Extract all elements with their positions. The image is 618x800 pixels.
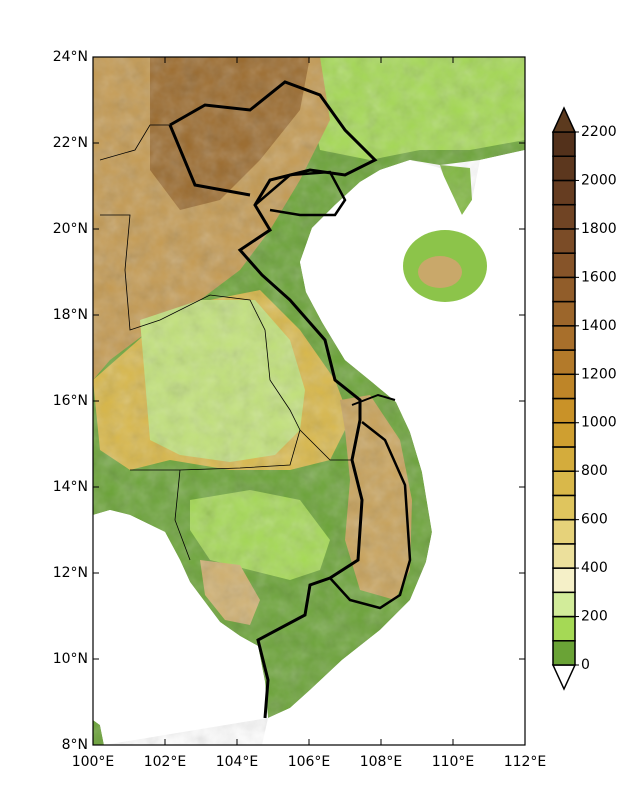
colorbar-under <box>551 664 577 691</box>
colorbar-box <box>552 567 576 594</box>
colorbar-box <box>552 203 576 230</box>
colorbar-box <box>552 373 576 400</box>
x-tick-label: 110°E <box>432 754 475 770</box>
colorbar-box <box>552 397 576 424</box>
colorbar-box <box>552 179 576 206</box>
highland <box>418 256 462 288</box>
colorbar-tick-label: 1400 <box>581 318 617 334</box>
colorbar-box <box>552 421 576 448</box>
x-tick-label: 106°E <box>288 754 331 770</box>
y-tick-label: 12°N <box>53 565 88 581</box>
colorbar-box <box>552 591 576 618</box>
colorbar-tick-label: 1800 <box>581 221 617 237</box>
colorbar-tick-label: 0 <box>581 657 590 673</box>
colorbar-tick-label: 800 <box>581 463 608 479</box>
x-tick-label: 100°E <box>72 754 115 770</box>
y-tick-label: 16°N <box>53 393 88 409</box>
y-tick-label: 24°N <box>53 49 88 65</box>
colorbar-box <box>552 325 576 351</box>
colorbar-box <box>552 615 576 642</box>
y-tick-label: 22°N <box>53 135 88 151</box>
y-tick-label: 10°N <box>53 651 88 667</box>
colorbar-box <box>552 470 576 497</box>
colorbar-box <box>552 640 576 666</box>
colorbar-tick-label: 2000 <box>581 172 617 188</box>
colorbar-box <box>552 518 576 545</box>
sea <box>93 510 268 745</box>
y-tick-label: 14°N <box>53 479 88 495</box>
x-tick-label: 108°E <box>360 754 403 770</box>
colorbar-box <box>552 494 576 521</box>
borders <box>99 80 412 719</box>
colorbar-tick-label: 600 <box>581 512 608 528</box>
colorbar-box <box>552 300 576 327</box>
colorbar-box <box>552 155 576 182</box>
colorbar-tick-label: 200 <box>581 609 608 625</box>
x-tick-label: 104°E <box>216 754 259 770</box>
y-tick-label: 8°N <box>62 737 88 753</box>
colorbar-box <box>552 252 576 279</box>
y-tick-label: 18°N <box>53 307 88 323</box>
colorbar-tick-label: 1000 <box>581 415 617 431</box>
colorbar-box <box>552 446 576 472</box>
x-tick-label: 112°E <box>504 754 547 770</box>
colorbar-tick-label: 400 <box>581 560 608 576</box>
colorbar-tick-label: 1200 <box>581 366 617 382</box>
y-tick-label: 20°N <box>53 221 88 237</box>
colorbar-over <box>551 106 577 133</box>
colorbar-box <box>552 349 576 376</box>
colorbar-tick-label: 2200 <box>581 124 617 140</box>
colorbar-box <box>552 228 576 254</box>
colorbar-box <box>552 276 576 303</box>
colorbar-box <box>552 131 576 157</box>
colorbar-tick-label: 1600 <box>581 269 617 285</box>
colorbar-box <box>552 543 576 569</box>
terrain <box>93 57 525 745</box>
x-tick-label: 102°E <box>144 754 187 770</box>
